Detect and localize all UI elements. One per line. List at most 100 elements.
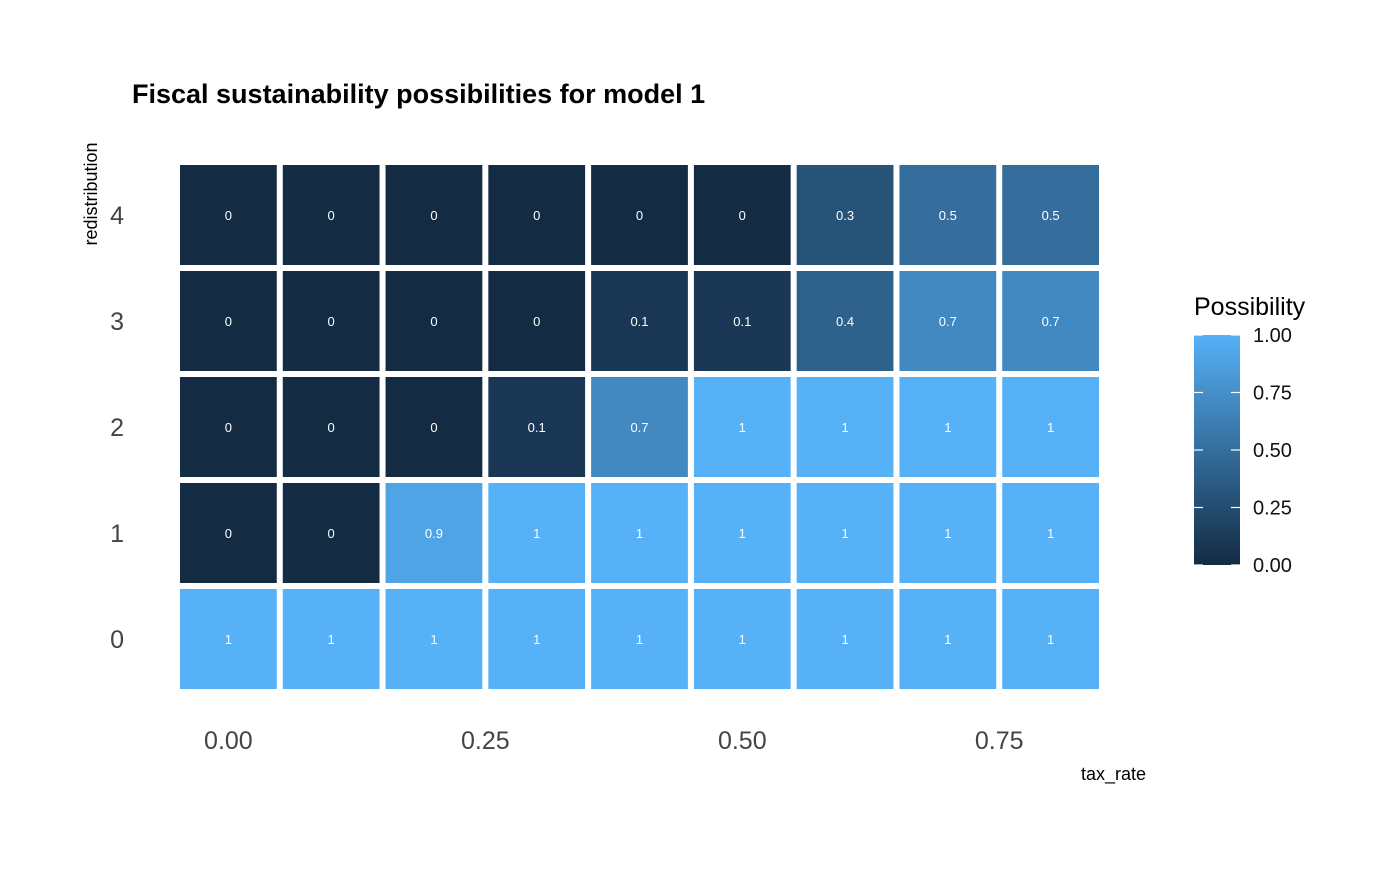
heatmap-cell	[282, 165, 380, 265]
heatmap-cell	[385, 377, 483, 477]
heatmap-cell-label: 1	[739, 526, 746, 541]
x-tick-label: 0.00	[204, 727, 253, 755]
x-tick-label: 0.75	[975, 727, 1024, 755]
heatmap-cell-label: 0.4	[836, 314, 854, 329]
heatmap-cell-label: 0	[225, 526, 232, 541]
heatmap-cell	[899, 377, 997, 477]
heatmap-cell	[591, 589, 688, 689]
heatmap-cell-label: 1	[944, 632, 951, 647]
heatmap-cell	[591, 165, 688, 265]
heatmap-cell	[693, 165, 791, 265]
heatmap-cell-label: 0	[533, 208, 540, 223]
legend-tick-label: 0.50	[1253, 440, 1292, 462]
heatmap-cell-label: 1	[841, 526, 848, 541]
heatmap-cell-label: 0.7	[939, 314, 957, 329]
heatmap-cell	[488, 377, 586, 477]
heatmap-cell	[385, 589, 483, 689]
y-axis-title: redistribution	[81, 142, 101, 245]
heatmap-cell-label: 1	[944, 420, 951, 435]
heatmap-cell	[180, 589, 277, 689]
legend-title: Possibility	[1194, 293, 1306, 321]
heatmap-cell	[1002, 271, 1099, 371]
heatmap-cell-label: 0	[225, 208, 232, 223]
y-tick-label: 0	[110, 626, 124, 654]
y-axis-ticks: 0 1 2 3 4	[110, 202, 124, 654]
heatmap-cell-label: 1	[1047, 526, 1054, 541]
heatmap-cell	[282, 589, 380, 689]
legend-ticks: 0.00 0.25 0.50 0.75 1.00	[1194, 325, 1292, 577]
heatmap-cell-label: 0.3	[836, 208, 854, 223]
heatmap-cell	[180, 483, 277, 583]
heatmap-cell	[180, 165, 277, 265]
x-axis-title: tax_rate	[1081, 764, 1146, 785]
x-axis-ticks: 0.00 0.25 0.50 0.75	[204, 727, 1024, 755]
heatmap-cell	[1002, 165, 1099, 265]
heatmap-cell	[385, 271, 483, 371]
heatmap-cell	[899, 271, 997, 371]
legend-tick-label: 0.00	[1253, 555, 1292, 577]
heatmap-cell-label: 0	[430, 314, 437, 329]
heatmap-cell	[385, 483, 483, 583]
heatmap-cell-label: 0.1	[528, 420, 546, 435]
heatmap-cell-label: 0	[533, 314, 540, 329]
chart-title: Fiscal sustainability possibilities for …	[132, 79, 705, 109]
heatmap-cell-label: 0	[328, 526, 335, 541]
legend-tick-label: 1.00	[1253, 325, 1292, 347]
heatmap-cell	[591, 377, 688, 477]
x-tick-label: 0.25	[461, 727, 510, 755]
heatmap-cell	[591, 271, 688, 371]
heatmap-cell-label: 1	[430, 632, 437, 647]
heatmap-cell-label: 1	[328, 632, 335, 647]
heatmap-cell	[796, 271, 894, 371]
heatmap-cell-label: 0	[328, 208, 335, 223]
heatmap-cell-label: 1	[841, 632, 848, 647]
legend-tick-label: 0.75	[1253, 383, 1292, 405]
heatmap-cell-label: 1	[944, 526, 951, 541]
heatmap-cell	[899, 483, 997, 583]
heatmap-cell	[796, 377, 894, 477]
heatmap-cell-label: 1	[636, 526, 643, 541]
heatmap-cell-labels: 1 1 1 1 1 1 1 1 1 0 0 0.9 1 1 1 1 1 1 0 0 0 0.1 0.7 1 1 1 1 0 0 0 0 0.1…	[225, 208, 1060, 647]
heatmap-cell	[796, 483, 894, 583]
heatmap-cell-label: 0.7	[630, 420, 648, 435]
heatmap-cell	[488, 271, 586, 371]
heatmap-cell-label: 0.5	[939, 208, 957, 223]
heatmap-cell	[693, 589, 791, 689]
legend-tick-label: 0.25	[1253, 498, 1292, 520]
y-tick-label: 1	[110, 520, 124, 548]
heatmap-cell	[488, 589, 586, 689]
heatmap-cells	[180, 165, 1099, 689]
heatmap-cell-label: 0.7	[1042, 314, 1060, 329]
heatmap-cell	[282, 271, 380, 371]
heatmap-cell-label: 0	[636, 208, 643, 223]
heatmap-cell	[180, 271, 277, 371]
heatmap-cell-label: 0	[739, 208, 746, 223]
heatmap-cell	[796, 589, 894, 689]
heatmap-cell	[796, 165, 894, 265]
heatmap-cell-label: 0	[328, 420, 335, 435]
heatmap-cell	[1002, 589, 1099, 689]
heatmap-cell-label: 1	[1047, 420, 1054, 435]
y-tick-label: 2	[110, 414, 124, 442]
heatmap-cell	[1002, 377, 1099, 477]
heatmap-cell-label: 1	[636, 632, 643, 647]
heatmap-cell	[899, 165, 997, 265]
heatmap-cell-label: 1	[533, 526, 540, 541]
heatmap-cell-label: 1	[841, 420, 848, 435]
y-tick-label: 3	[110, 308, 124, 336]
heatmap-cell-label: 0	[225, 420, 232, 435]
heatmap-cell-label: 0	[328, 314, 335, 329]
heatmap-cell	[488, 483, 586, 583]
heatmap-cell	[385, 165, 483, 265]
heatmap-cell	[693, 271, 791, 371]
x-tick-label: 0.50	[718, 727, 767, 755]
heatmap-cell-label: 0	[225, 314, 232, 329]
heatmap-cell	[180, 377, 277, 477]
heatmap-cell-label: 0.1	[630, 314, 648, 329]
heatmap-cell	[899, 589, 997, 689]
heatmap-cell	[282, 377, 380, 477]
heatmap-cell	[591, 483, 688, 583]
heatmap-cell-label: 1	[739, 632, 746, 647]
